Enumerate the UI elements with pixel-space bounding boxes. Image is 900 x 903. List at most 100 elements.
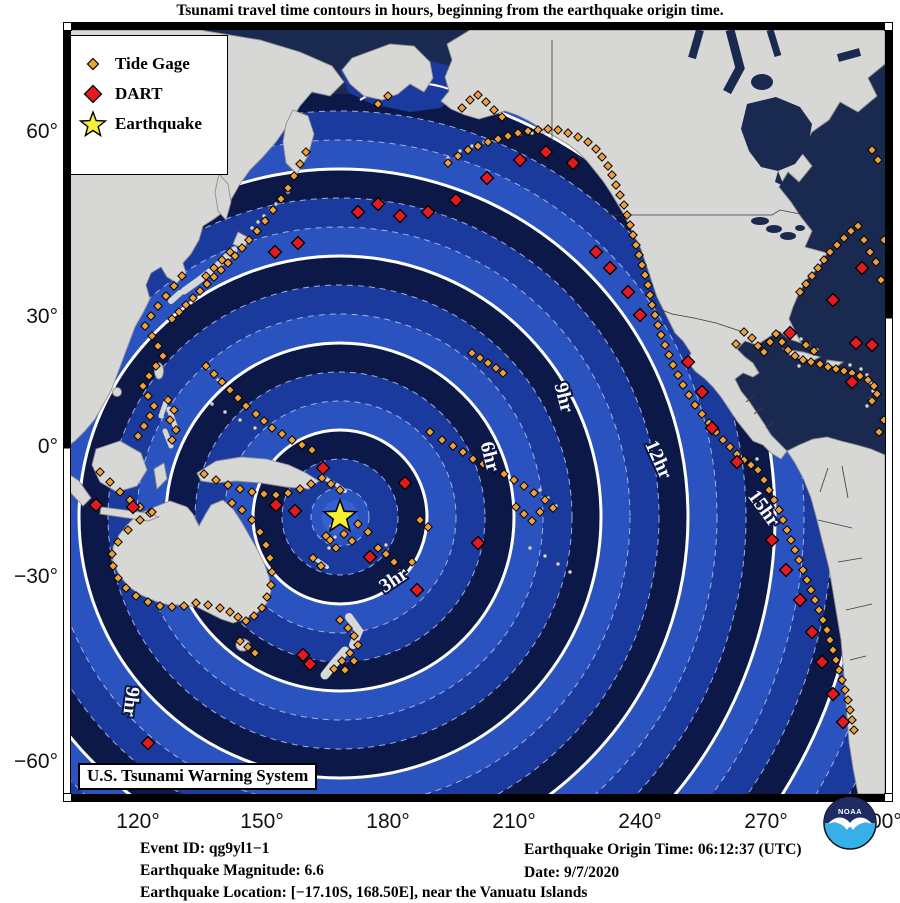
tide-gage-marker (869, 381, 879, 391)
lon-tick-label: 120° (116, 810, 160, 833)
lat-tick-label: 60° (26, 120, 58, 143)
tide-gage-marker (664, 350, 674, 360)
tide-gage-marker (105, 477, 115, 487)
tide-gage-marker (597, 152, 607, 162)
dart-marker (835, 714, 851, 730)
frame-corner-br (884, 793, 893, 802)
islet (542, 130, 546, 134)
tide-gage-marker (499, 469, 509, 479)
dart-marker (362, 549, 378, 565)
dart-marker (295, 647, 311, 663)
tide-gage-icon (71, 57, 115, 71)
land-chukotka (341, 43, 434, 101)
tide-gage-marker (465, 95, 475, 105)
tide-gage-marker (317, 473, 327, 483)
great-lake-1 (751, 217, 769, 225)
arctic-channel-3 (766, 30, 782, 58)
tide-gage-marker (306, 479, 316, 489)
tide-gage-marker (660, 340, 670, 350)
tide-gage-marker (809, 346, 819, 356)
solid-contour-12hr (71, 167, 690, 794)
page-title: Tsunami travel time contours in hours, b… (176, 2, 724, 19)
dart-marker (370, 196, 386, 212)
tide-gage-marker (871, 257, 881, 267)
dart-marker (302, 656, 318, 672)
lon-tick-label: 270° (744, 810, 788, 833)
tide-gage-marker (873, 155, 883, 165)
lon-tick-label: 210° (492, 810, 536, 833)
tide-gage-marker (453, 151, 463, 161)
tide-gage-marker (643, 280, 653, 290)
tide-gage-marker (843, 695, 853, 705)
islet (458, 149, 462, 153)
islet (274, 202, 278, 206)
hudson-bay (741, 97, 812, 171)
land-nz-north-island (345, 613, 364, 649)
earthquake-marker (321, 497, 359, 533)
tide-gage-marker (863, 375, 873, 385)
tide-gage-marker (765, 337, 775, 347)
tide-gage-marker (622, 210, 632, 220)
tide-gage-marker (867, 145, 877, 155)
tide-gage-marker (473, 90, 483, 100)
islet (384, 543, 388, 547)
tide-gage-marker (389, 557, 399, 567)
tide-gage-marker (262, 592, 272, 602)
lat-tick-label: 0° (37, 435, 58, 458)
tide-gage-marker (135, 515, 145, 525)
tide-gage-marker (227, 498, 237, 508)
davis-strait (836, 48, 862, 62)
tide-gage-marker (457, 103, 467, 113)
tide-gage-marker (591, 144, 601, 154)
tide-gage-marker (879, 235, 885, 245)
tide-gage-marker (628, 230, 638, 240)
land-borneo (91, 440, 148, 493)
tide-gage-marker (261, 540, 271, 550)
tide-gage-marker (798, 565, 808, 575)
dart-marker (290, 235, 306, 251)
tide-gage-marker (463, 145, 473, 155)
tide-gage-marker (807, 271, 817, 281)
dart-marker (140, 735, 156, 751)
event-info-right: Earthquake Origin Time: 06:12:37 (UTC) D… (524, 838, 802, 884)
dashed-contour-13hr (71, 139, 718, 794)
dart-marker (268, 497, 284, 513)
tide-gage-marker (855, 371, 865, 381)
tide-gage-marker (244, 235, 254, 245)
tide-gage-marker (316, 561, 326, 571)
tide-gage-marker (252, 226, 262, 236)
dart-marker (825, 686, 841, 702)
tide-gage-marker (267, 567, 277, 577)
tide-gage-marker (191, 598, 201, 608)
dart-marker (825, 292, 841, 308)
tide-gage-marker (859, 235, 869, 245)
tide-gage-marker (289, 171, 299, 181)
islet (210, 402, 214, 406)
lon-tick-label: 150° (240, 810, 284, 833)
tide-gage-marker (199, 469, 209, 479)
legend-item-tide-gage: Tide Gage (71, 49, 227, 79)
tide-gage-marker (527, 516, 537, 526)
tide-gage-marker (250, 648, 260, 658)
tide-gage-marker (839, 366, 849, 376)
tide-gage-marker (739, 327, 749, 337)
tide-gage-marker (268, 205, 278, 215)
tide-gage-marker (540, 495, 550, 505)
tide-gage-marker (415, 515, 425, 525)
tide-gage-marker (201, 271, 211, 281)
tide-gage-marker (308, 553, 318, 563)
tide-gage-marker (276, 194, 286, 204)
great-lake-4 (795, 225, 805, 231)
dart-marker (704, 420, 720, 436)
tide-gage-marker (553, 125, 563, 135)
dart-marker (632, 307, 648, 323)
tide-gage-marker (237, 505, 247, 515)
land-hainan (112, 387, 122, 397)
tide-gage-marker (301, 147, 311, 157)
tide-gage-marker (349, 656, 359, 666)
tide-gage-marker (818, 615, 828, 625)
tide-gage-marker (225, 385, 235, 395)
tide-gage-marker (876, 275, 885, 285)
